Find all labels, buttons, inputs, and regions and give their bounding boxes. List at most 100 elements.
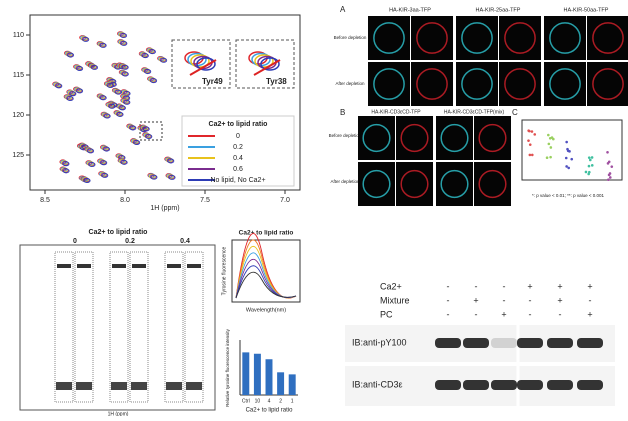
cell (549, 68, 581, 100)
cell (461, 22, 493, 54)
peak (107, 83, 114, 89)
peak (69, 91, 77, 97)
row-label: Before depletion (329, 133, 362, 138)
bar (265, 359, 273, 395)
x-axis-label: 1H (ppm) (150, 205, 179, 212)
dot (533, 133, 537, 136)
peak (167, 158, 175, 164)
peak (73, 64, 81, 70)
scatter-frame (521, 119, 623, 181)
dot (590, 164, 594, 167)
peak (119, 159, 127, 164)
band (435, 380, 461, 390)
peak (99, 172, 107, 177)
peak (120, 70, 128, 76)
x-axis-label: Wavelength(nm) (246, 307, 286, 313)
peak (75, 88, 83, 93)
peak (105, 82, 113, 88)
sign: - (475, 281, 478, 291)
dot (549, 146, 553, 149)
peak (165, 157, 173, 163)
peak (160, 57, 168, 63)
peak (142, 126, 150, 132)
sign: + (527, 281, 532, 291)
peak (100, 160, 108, 166)
peak (118, 32, 126, 38)
legend-label: No lipid, No Ca2+ (210, 177, 265, 184)
peak (61, 160, 69, 166)
inset-label: Tyr49 (202, 77, 223, 86)
peak (97, 41, 105, 47)
peak (74, 65, 82, 70)
dot (565, 165, 568, 168)
band (463, 338, 489, 348)
y-tick-label: 110 (13, 32, 24, 39)
peak (65, 95, 73, 101)
peak (120, 64, 128, 69)
stat-note: *: p value < 0.01; **: p value < 0.001 (532, 193, 605, 198)
cell (478, 123, 507, 153)
peak (67, 52, 75, 58)
peak (119, 32, 127, 38)
bar (277, 372, 285, 395)
peak (54, 83, 62, 88)
dot (564, 156, 568, 160)
peak (61, 168, 69, 173)
peak (107, 102, 114, 108)
dot (610, 165, 614, 168)
peak (103, 113, 111, 119)
peak (61, 160, 68, 166)
peak (102, 112, 110, 118)
y-tick-label: 120 (12, 112, 24, 119)
peak (83, 178, 91, 183)
peak (74, 87, 82, 93)
peak (62, 168, 70, 174)
peak (99, 159, 107, 165)
peak (115, 111, 122, 116)
peak (98, 158, 105, 164)
peak (87, 161, 95, 167)
dot (549, 155, 552, 159)
peak (60, 167, 68, 172)
band (577, 380, 603, 390)
peak (82, 177, 89, 182)
cell (416, 68, 448, 100)
dot (608, 172, 612, 175)
cell (504, 68, 536, 100)
peak (122, 99, 130, 105)
peak (159, 57, 167, 63)
peak (98, 42, 106, 47)
strips-title: Ca2+ to lipid ratio (89, 229, 148, 236)
peak (142, 68, 150, 74)
x-axis-label: 1H (ppm) (108, 411, 129, 416)
cell (400, 169, 429, 199)
peak (86, 148, 94, 153)
peak (141, 52, 148, 58)
peak (141, 125, 149, 131)
peak (196, 57, 216, 71)
dot (607, 178, 610, 181)
peak (119, 105, 126, 111)
peak (143, 133, 151, 139)
peak-cluster (77, 264, 91, 268)
cell (362, 169, 391, 199)
peak (118, 105, 126, 110)
cell (362, 123, 391, 153)
sign: - (503, 281, 506, 291)
peak (149, 49, 156, 55)
legend-label: 0.6 (233, 166, 243, 173)
peak (128, 125, 136, 130)
peak (143, 68, 151, 74)
peak (75, 65, 83, 71)
bar (253, 353, 261, 395)
micrograph (396, 116, 433, 160)
peak (87, 148, 95, 154)
peak (55, 83, 63, 89)
peak (121, 64, 128, 70)
sign: - (529, 309, 532, 319)
peak (118, 158, 126, 164)
sign: - (589, 295, 592, 305)
peak (120, 159, 127, 165)
peak (144, 133, 152, 139)
micrograph (396, 162, 433, 206)
